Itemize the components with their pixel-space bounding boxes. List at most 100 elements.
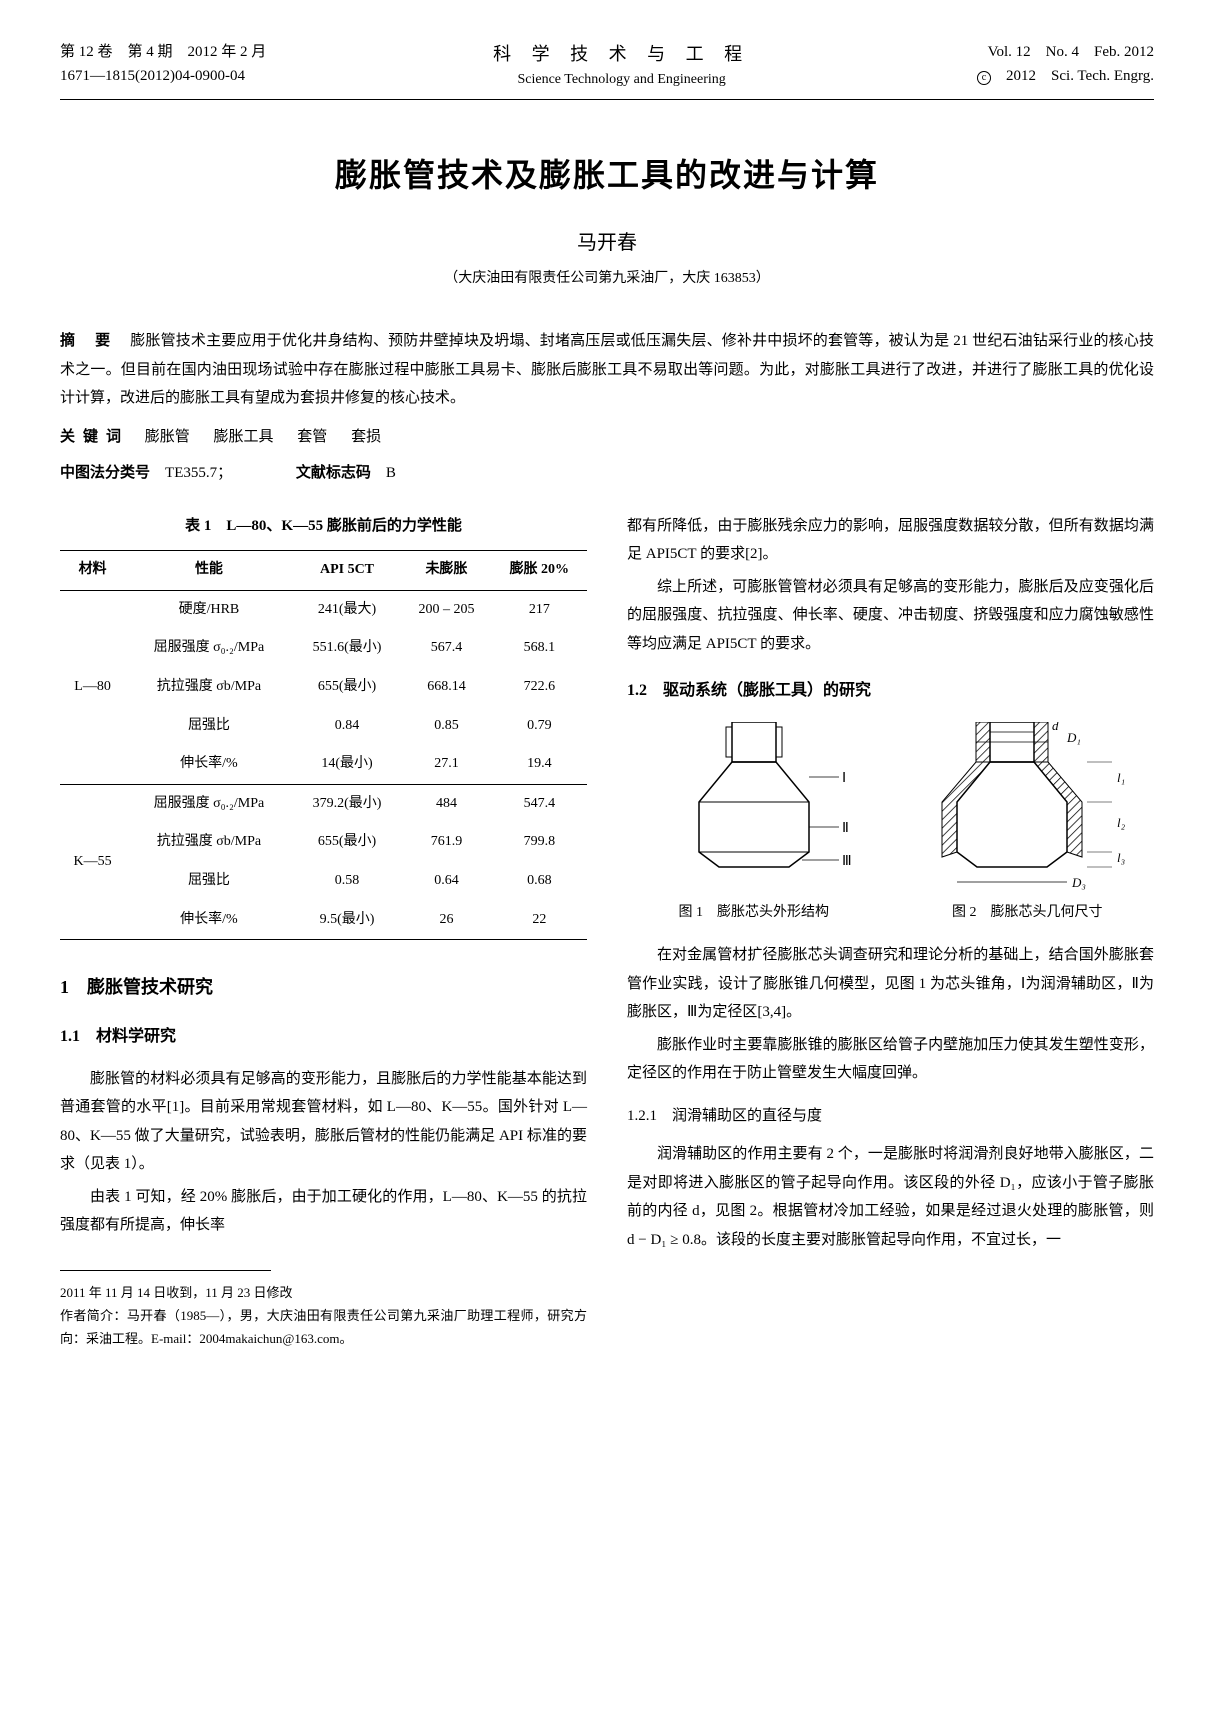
keywords-label: 关键词	[60, 429, 129, 445]
volume-issue-date: 第 12 卷 第 4 期 2012 年 2 月	[60, 40, 266, 64]
article-title: 膨胀管技术及膨胀工具的改进与计算	[60, 150, 1154, 196]
table-row: 屈强比0.580.640.68	[60, 862, 587, 901]
table-row: 屈强比0.840.850.79	[60, 707, 587, 746]
paragraph: 都有所降低，由于膨胀残余应力的影响，屈服强度数据较分散，但所有数据均满足 API…	[627, 512, 1154, 569]
figure-2-caption: 图 2 膨胀芯头几何尺寸	[901, 900, 1155, 927]
api-cell: 9.5(最小)	[293, 901, 402, 940]
content-columns: 表 1 L—80、K—55 膨胀前后的力学性能 材料 性能 API 5CT 未膨…	[60, 512, 1154, 1351]
zone-I-label: Ⅰ	[842, 771, 846, 786]
table-header: 性能	[125, 551, 293, 591]
material-cell: K—55	[60, 784, 125, 939]
abstract-block: 摘 要膨胀管技术主要应用于优化井身结构、预防井壁掉块及坍塌、封堵高压层或低压漏失…	[60, 327, 1154, 413]
classification-code: TE355.7；	[165, 465, 232, 481]
un-cell: 0.85	[401, 707, 491, 746]
table-row: 抗拉强度 σb/MPa655(最小)761.9799.8	[60, 823, 587, 862]
prop-cell: 伸长率/%	[125, 901, 293, 940]
abstract-text: 膨胀管技术主要应用于优化井身结构、预防井壁掉块及坍塌、封堵高压层或低压漏失层、修…	[60, 333, 1154, 406]
api-cell: 0.84	[293, 707, 402, 746]
page-header: 第 12 卷 第 4 期 2012 年 2 月 1671—1815(2012)0…	[60, 40, 1154, 100]
table-row: 屈服强度 σ₀.₂/MPa551.6(最小)567.4568.1	[60, 629, 587, 668]
paragraph: 膨胀作业时主要靠膨胀锥的膨胀区给管子内壁施加压力使其发生塑性变形，定径区的作用在…	[627, 1031, 1154, 1088]
expansion-cone-dimensions-diagram: d D₁ l₁ l₂ l₃ D₃	[912, 722, 1142, 892]
prop-cell: 屈强比	[125, 862, 293, 901]
table-row: 抗拉强度 σb/MPa655(最小)668.14722.6	[60, 668, 587, 707]
api-cell: 655(最小)	[293, 668, 402, 707]
un-cell: 0.64	[401, 862, 491, 901]
un-cell: 761.9	[401, 823, 491, 862]
keyword-item: 套损	[351, 429, 381, 445]
prop-cell: 屈服强度 σ₀.₂/MPa	[125, 784, 293, 823]
left-column: 表 1 L—80、K—55 膨胀前后的力学性能 材料 性能 API 5CT 未膨…	[60, 512, 587, 1351]
D1-label: D₁	[1066, 730, 1081, 745]
un-cell: 26	[401, 901, 491, 940]
journal-name-cn: 科 学 技 术 与 工 程	[493, 40, 750, 69]
table1: 材料 性能 API 5CT 未膨胀 膨胀 20% L—80 硬度/HRB241(…	[60, 550, 587, 940]
right-column: 都有所降低，由于膨胀残余应力的影响，屈服强度数据较分散，但所有数据均满足 API…	[627, 512, 1154, 1351]
d-label: d	[1052, 722, 1059, 733]
D3-label: D₃	[1071, 875, 1086, 890]
ex-cell: 799.8	[492, 823, 587, 862]
table-row: 伸长率/%9.5(最小)2622	[60, 901, 587, 940]
un-cell: 668.14	[401, 668, 491, 707]
prop-cell: 屈服强度 σ₀.₂/MPa	[125, 629, 293, 668]
table-header: 材料	[60, 551, 125, 591]
un-cell: 567.4	[401, 629, 491, 668]
keywords-block: 关键词 膨胀管 膨胀工具 套管 套损	[60, 425, 1154, 446]
table-header: API 5CT	[293, 551, 402, 591]
abstract-label: 摘 要	[60, 333, 118, 349]
l3-label: l₃	[1117, 850, 1125, 865]
section-1-heading: 1 膨胀管技术研究	[60, 970, 587, 1004]
prop-cell: 屈强比	[125, 707, 293, 746]
api-cell: 379.2(最小)	[293, 784, 402, 823]
footnote-received: 2011 年 11 月 14 日收到，11 月 23 日修改	[60, 1281, 587, 1304]
prop-cell: 抗拉强度 σb/MPa	[125, 668, 293, 707]
ex-cell: 19.4	[492, 745, 587, 784]
ex-cell: 22	[492, 901, 587, 940]
ex-cell: 0.68	[492, 862, 587, 901]
paragraph: 综上所述，可膨胀管管材必须具有足够高的变形能力，膨胀后及应变强化后的屈服强度、抗…	[627, 573, 1154, 659]
ex-cell: 0.79	[492, 707, 587, 746]
ex-cell: 217	[492, 590, 587, 629]
volume-issue-en: Vol. 12 No. 4 Feb. 2012	[977, 40, 1154, 64]
figures-row: Ⅰ Ⅱ Ⅲ 图 1 膨胀芯头外形结构	[627, 722, 1154, 927]
doc-code-label: 文献标志码	[296, 465, 371, 481]
ex-cell: 547.4	[492, 784, 587, 823]
figure-2: d D₁ l₁ l₂ l₃ D₃ 图 2 膨胀芯头几何尺寸	[901, 722, 1155, 927]
zone-III-label: Ⅲ	[842, 854, 852, 869]
api-cell: 14(最小)	[293, 745, 402, 784]
api-cell: 655(最小)	[293, 823, 402, 862]
api-cell: 241(最大)	[293, 590, 402, 629]
un-cell: 200 – 205	[401, 590, 491, 629]
section-1-2-1-heading: 1.2.1 润滑辅助区的直径与度	[627, 1102, 1154, 1131]
zone-II-label: Ⅱ	[842, 821, 849, 836]
prop-cell: 抗拉强度 σb/MPa	[125, 823, 293, 862]
figure-1: Ⅰ Ⅱ Ⅲ 图 1 膨胀芯头外形结构	[627, 722, 881, 927]
ex-cell: 568.1	[492, 629, 587, 668]
material-cell: L—80	[60, 590, 125, 784]
keyword-item: 膨胀管	[145, 429, 190, 445]
api-cell: 0.58	[293, 862, 402, 901]
footnote-separator	[60, 1270, 271, 1271]
keyword-item: 膨胀工具	[214, 429, 274, 445]
table-row: 伸长率/%14(最小)27.119.4	[60, 745, 587, 784]
un-cell: 484	[401, 784, 491, 823]
table1-caption: 表 1 L—80、K—55 膨胀前后的力学性能	[60, 512, 587, 541]
un-cell: 27.1	[401, 745, 491, 784]
paragraph: 膨胀管的材料必须具有足够高的变形能力，且膨胀后的力学性能基本能达到普通套管的水平…	[60, 1065, 587, 1179]
copyright-text: 2012 Sci. Tech. Engrg.	[1006, 68, 1154, 84]
table-header: 未膨胀	[401, 551, 491, 591]
figure-1-caption: 图 1 膨胀芯头外形结构	[627, 900, 881, 927]
paragraph: 润滑辅助区的作用主要有 2 个，一是膨胀时将润滑剂良好地带入膨胀区，二是对即将进…	[627, 1140, 1154, 1254]
paragraph: 由表 1 可知，经 20% 膨胀后，由于加工硬化的作用，L—80、K—55 的抗…	[60, 1183, 587, 1240]
author-name: 马开春	[60, 226, 1154, 255]
l1-label: l₁	[1117, 770, 1125, 785]
ex-cell: 722.6	[492, 668, 587, 707]
header-center: 科 学 技 术 与 工 程 Science Technology and Eng…	[493, 40, 750, 91]
expansion-cone-structure-diagram: Ⅰ Ⅱ Ⅲ	[654, 722, 854, 892]
keyword-item: 套管	[297, 429, 327, 445]
classification-block: 中图法分类号 TE355.7； 文献标志码 B	[60, 461, 1154, 482]
prop-cell: 硬度/HRB	[125, 590, 293, 629]
header-left: 第 12 卷 第 4 期 2012 年 2 月 1671—1815(2012)0…	[60, 40, 266, 91]
paragraph: 在对金属管材扩径膨胀芯头调查研究和理论分析的基础上，结合国外膨胀套管作业实践，设…	[627, 941, 1154, 1027]
prop-cell: 伸长率/%	[125, 745, 293, 784]
